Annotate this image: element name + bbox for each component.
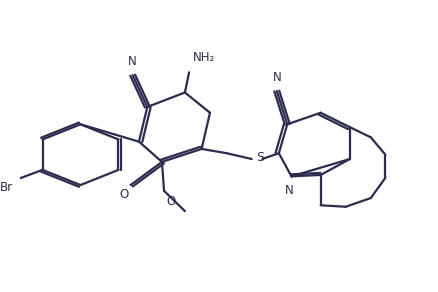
- Text: O: O: [166, 195, 175, 208]
- Text: N: N: [128, 55, 137, 68]
- Text: NH₂: NH₂: [193, 51, 215, 64]
- Text: O: O: [119, 188, 128, 201]
- Text: S: S: [255, 151, 263, 164]
- Text: N: N: [284, 184, 293, 197]
- Text: N: N: [272, 71, 281, 84]
- Text: Br: Br: [0, 181, 13, 194]
